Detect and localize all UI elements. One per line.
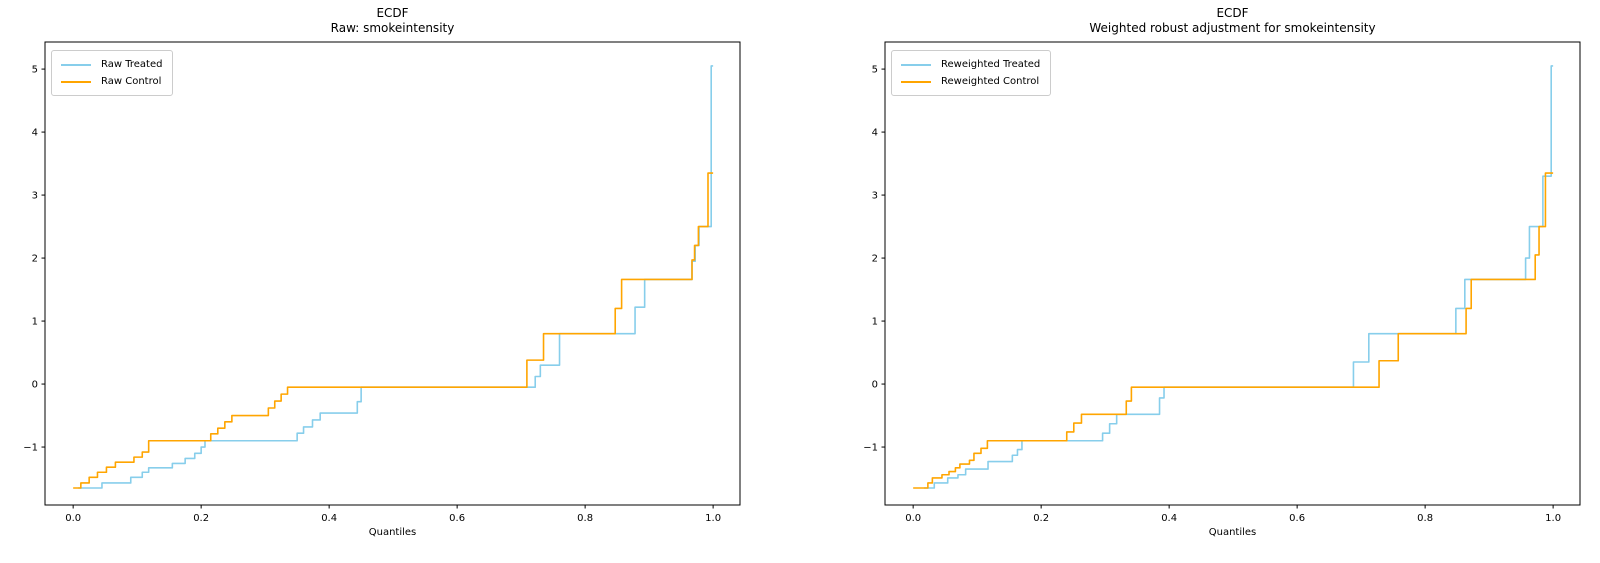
title-block-weighted: ECDF Weighted robust adjustment for smok… [933,6,1533,36]
chart-subtitle: Raw: smokeintensity [330,21,455,35]
raw-control-line-sample [61,80,91,83]
raw-control-line [73,172,714,489]
y-tick-label: 3 [872,191,878,202]
legend-item-reweighted-control: Reweighted Control [901,73,1040,90]
legend-weighted: Reweighted Treated Reweighted Control [891,50,1052,96]
chart-subtitle: Weighted robust adjustment for smokeinte… [1089,21,1376,35]
legend-raw: Raw Treated Raw Control [51,50,174,96]
legend-label: Reweighted Treated [941,58,1041,70]
x-axis-label-weighted: Quantiles [1208,527,1257,538]
axes-border [44,41,741,506]
y-tick-label: 4 [32,128,38,139]
reweighted-control-line-sample [901,80,931,83]
reweighted-treated-line [924,65,1554,489]
x-tick-label: 0.6 [449,513,465,524]
y-tick-label: 5 [872,65,878,76]
x-tick-label: 1.0 [705,513,721,524]
y-ticks: −1 0 1 2 3 4 5 [23,65,45,454]
legend-item-reweighted-treated: Reweighted Treated [901,56,1040,73]
legend-label: Raw Treated [101,58,163,70]
x-tick-label: 0.8 [1417,513,1433,524]
title-block-raw: ECDF Raw: smokeintensity [93,6,693,36]
raw-treated-line [78,65,714,489]
y-ticks: −1 0 1 2 3 4 5 [863,65,885,454]
legend-label: Raw Control [101,75,162,87]
axes-border [884,41,1581,506]
x-tick-label: 0.4 [1161,513,1177,524]
y-tick-label: 5 [32,65,38,76]
raw-treated-line-sample [61,63,91,66]
legend-label: Reweighted Control [941,75,1040,87]
y-tick-label: −1 [23,443,38,454]
x-tick-label: 0.2 [193,513,209,524]
x-tick-label: 0.2 [1033,513,1049,524]
y-tick-label: 1 [32,317,38,328]
legend-item-raw-treated: Raw Treated [61,56,162,73]
x-ticks: 0.0 0.2 0.4 0.6 0.8 1.0 [905,505,1561,524]
chart-title: ECDF [1216,6,1249,20]
legend-item-raw-control: Raw Control [61,73,162,90]
panel-raw: 0.0 0.2 0.4 0.6 0.8 1.0 −1 0 1 2 3 4 5 ECDF Raw: smo… [23,6,741,538]
y-tick-label: 1 [872,317,878,328]
y-tick-label: 0 [872,380,878,391]
panel-weighted: 0.0 0.2 0.4 0.6 0.8 1.0 −1 0 1 2 3 4 5 ECDF Weighted… [800,0,1600,563]
x-tick-label: 0.4 [321,513,337,524]
y-tick-label: 3 [32,191,38,202]
x-tick-label: 0.6 [1289,513,1305,524]
x-tick-label: 0.8 [577,513,593,524]
y-tick-label: 4 [872,128,878,139]
reweighted-control-line [913,172,1554,489]
y-tick-label: 0 [32,380,38,391]
x-tick-label: 0.0 [65,513,81,524]
y-tick-label: 2 [872,254,878,265]
x-tick-label: 0.0 [905,513,921,524]
chart-title: ECDF [376,6,409,20]
plot-area-raw: 0.0 0.2 0.4 0.6 0.8 1.0 −1 0 1 2 3 4 5 [23,41,741,524]
x-ticks: 0.0 0.2 0.4 0.6 0.8 1.0 [65,505,721,524]
plot-area-weighted: 0.0 0.2 0.4 0.6 0.8 1.0 −1 0 1 2 3 4 5 [863,41,1581,524]
x-tick-label: 1.0 [1545,513,1561,524]
reweighted-treated-line-sample [901,63,931,66]
y-tick-label: 2 [32,254,38,265]
x-axis-label-raw: Quantiles [368,527,417,538]
y-tick-label: −1 [863,443,878,454]
